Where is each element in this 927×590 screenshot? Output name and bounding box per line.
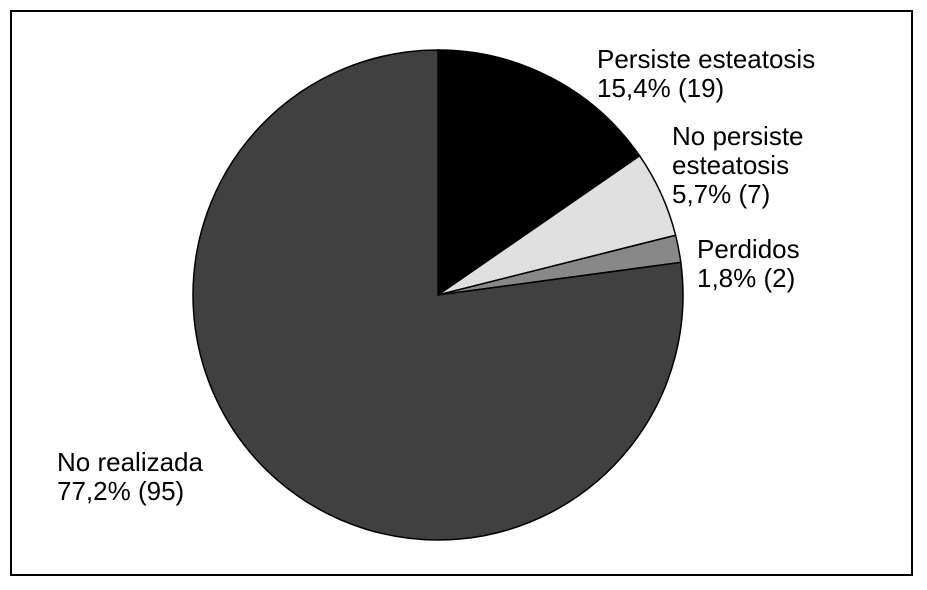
slice-label: No realizada 77,2% (95) [57, 448, 307, 506]
category-label: No persiste esteatosis [672, 121, 804, 180]
value-label: 5,7% (7) [672, 179, 771, 209]
slice-label: Perdidos 1,8% (2) [697, 235, 897, 293]
category-label: Perdidos [697, 234, 800, 264]
slice-label: No persiste esteatosis 5,7% (7) [672, 122, 847, 209]
pie-slice [437, 49, 641, 297]
value-label: 15,4% (19) [597, 73, 725, 103]
category-label: Persiste esteatosis [597, 44, 816, 74]
value-label: 77,2% (95) [57, 476, 185, 506]
pie-slice [192, 49, 684, 541]
category-label: No realizada [57, 447, 203, 477]
chart-frame [10, 10, 913, 576]
value-label: 1,8% (2) [697, 263, 796, 293]
slice-label: Persiste esteatosis 15,4% (19) [597, 45, 897, 103]
